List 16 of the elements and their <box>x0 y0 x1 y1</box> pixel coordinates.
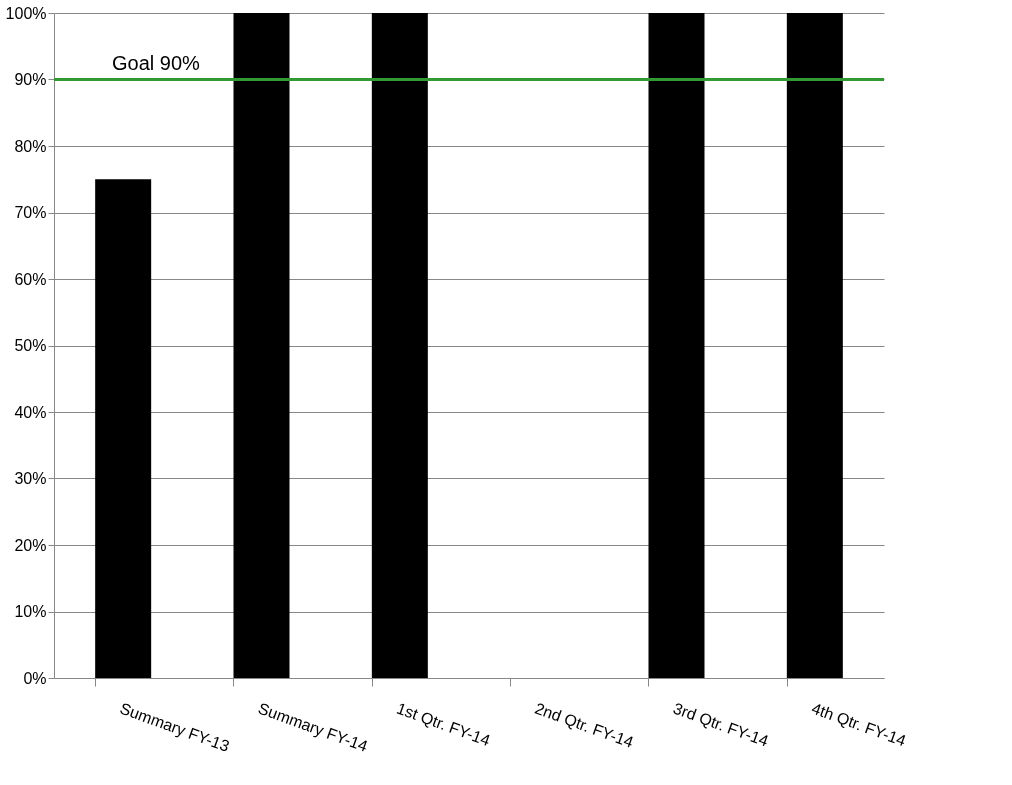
y-tick-label: 80% <box>14 137 47 155</box>
x-tick-label: 4th Qtr. FY-14 <box>809 699 909 750</box>
y-tick-label: 70% <box>14 204 47 221</box>
x-tick-label: 2nd Qtr. FY-14 <box>532 699 636 751</box>
x-tick-label: 3rd Qtr. FY-14 <box>671 699 771 750</box>
y-tick-label: 90% <box>14 71 47 88</box>
y-tick-label: 40% <box>14 403 47 421</box>
y-tick-label: 50% <box>14 337 47 354</box>
y-tick-label: 20% <box>14 536 47 554</box>
ref-line-label: Goal 90% <box>112 51 201 74</box>
x-tick-label: 1st Qtr. FY-14 <box>394 699 493 750</box>
y-tick-label: 0% <box>23 669 47 687</box>
y-tick-label: 30% <box>14 470 47 487</box>
y-tick-label: 100% <box>5 4 47 22</box>
y-tick-label: 60% <box>14 270 47 288</box>
y-tick-label: 10% <box>14 603 47 620</box>
